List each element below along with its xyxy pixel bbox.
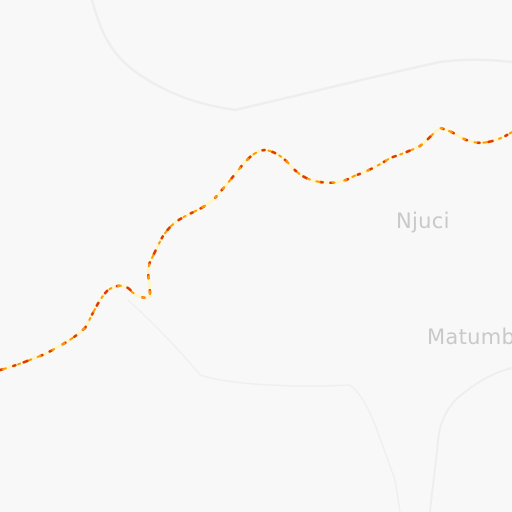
place-label-njuci: Njuci bbox=[396, 209, 450, 233]
road-southeast bbox=[429, 367, 512, 512]
place-label-matumbi: Matumbi bbox=[427, 325, 512, 349]
route-warm-dashes bbox=[0, 126, 512, 371]
road-north bbox=[90, 0, 512, 112]
boundary-south bbox=[127, 299, 401, 512]
